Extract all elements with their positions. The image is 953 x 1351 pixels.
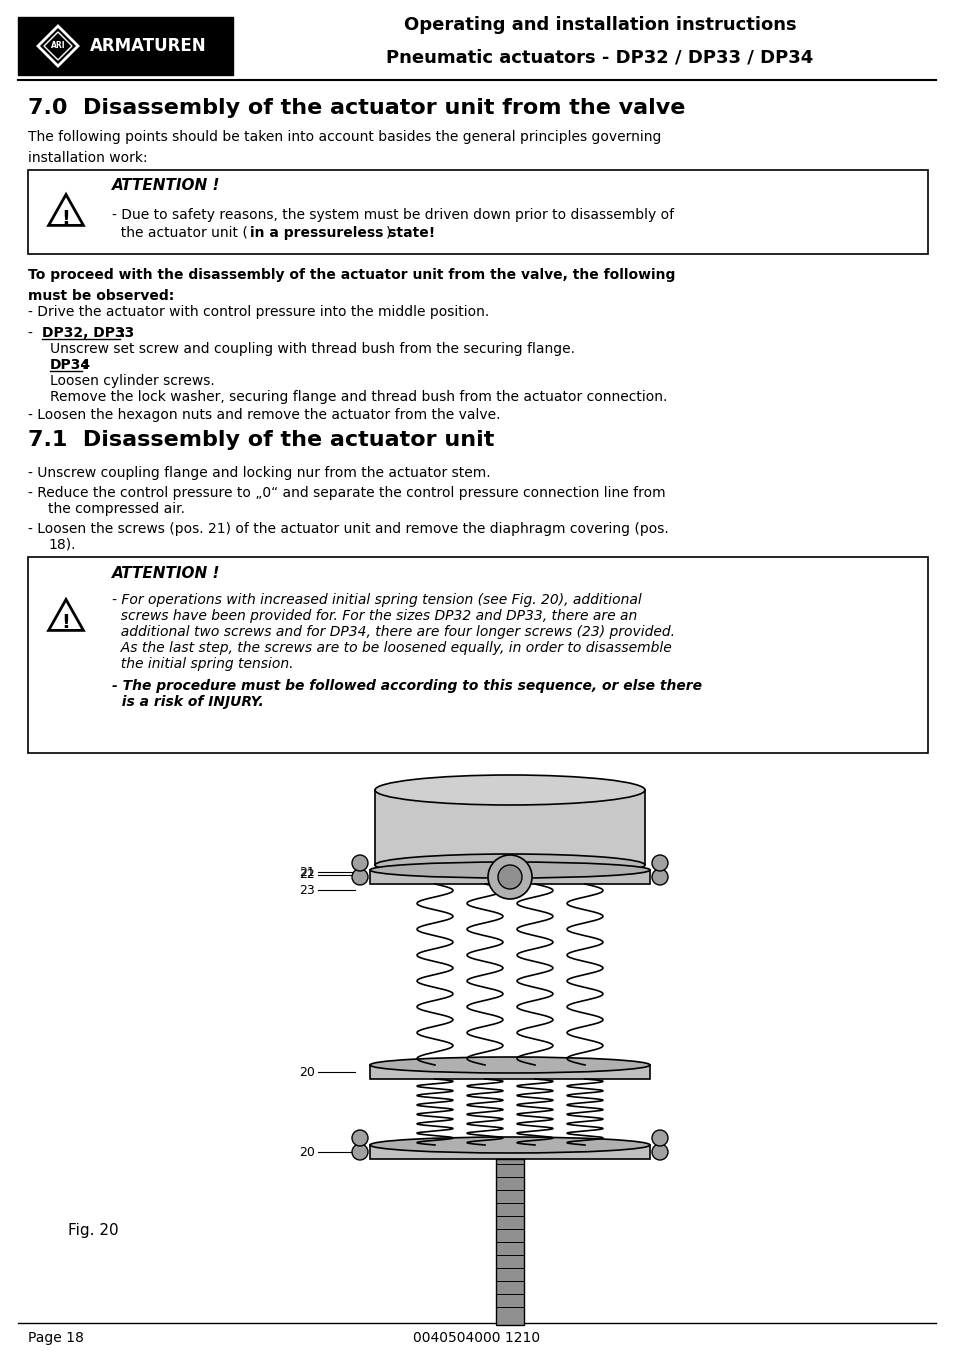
Text: - Loosen the screws (pos. 21) of the actuator unit and remove the diaphragm cove: - Loosen the screws (pos. 21) of the act…	[28, 521, 668, 536]
Ellipse shape	[370, 862, 649, 878]
Text: -: -	[28, 326, 37, 340]
Text: ARI: ARI	[51, 42, 65, 50]
Circle shape	[651, 855, 667, 871]
Text: the compressed air.: the compressed air.	[48, 503, 185, 516]
FancyBboxPatch shape	[496, 1159, 523, 1325]
Text: - Due to safety reasons, the system must be driven down prior to disassembly of: - Due to safety reasons, the system must…	[112, 208, 674, 222]
Text: Fig. 20: Fig. 20	[68, 1223, 118, 1238]
Text: the actuator unit (: the actuator unit (	[112, 226, 248, 240]
Polygon shape	[49, 600, 83, 631]
Circle shape	[651, 1129, 667, 1146]
Circle shape	[352, 1144, 368, 1161]
Text: !: !	[62, 613, 71, 632]
Text: Page 18: Page 18	[28, 1331, 84, 1346]
FancyBboxPatch shape	[28, 557, 927, 753]
Circle shape	[651, 1144, 667, 1161]
FancyBboxPatch shape	[370, 870, 649, 884]
Text: - Drive the actuator with control pressure into the middle position.: - Drive the actuator with control pressu…	[28, 305, 489, 319]
Text: DP32, DP33: DP32, DP33	[42, 326, 134, 340]
Ellipse shape	[375, 854, 644, 875]
Circle shape	[352, 869, 368, 885]
Circle shape	[488, 855, 532, 898]
Text: the initial spring tension.: the initial spring tension.	[112, 657, 294, 671]
Text: As the last step, the screws are to be loosened equally, in order to disassemble: As the last step, the screws are to be l…	[112, 640, 671, 655]
Text: - Unscrew coupling flange and locking nur from the actuator stem.: - Unscrew coupling flange and locking nu…	[28, 466, 490, 480]
Polygon shape	[49, 195, 83, 226]
Text: in a pressureless state!: in a pressureless state!	[250, 226, 435, 240]
Text: 7.0  Disassembly of the actuator unit from the valve: 7.0 Disassembly of the actuator unit fro…	[28, 99, 684, 118]
Text: The following points should be taken into account basides the general principles: The following points should be taken int…	[28, 130, 660, 165]
Text: Loosen cylinder screws.: Loosen cylinder screws.	[50, 374, 214, 388]
Ellipse shape	[375, 775, 644, 805]
Ellipse shape	[370, 1056, 649, 1073]
Text: 18).: 18).	[48, 538, 75, 553]
Text: 20: 20	[299, 1146, 314, 1159]
Text: ).: ).	[386, 226, 395, 240]
Text: 22: 22	[299, 869, 314, 881]
Text: 7.1  Disassembly of the actuator unit: 7.1 Disassembly of the actuator unit	[28, 430, 494, 450]
Circle shape	[651, 869, 667, 885]
FancyBboxPatch shape	[370, 1146, 649, 1159]
Text: is a risk of INJURY.: is a risk of INJURY.	[112, 694, 263, 709]
Text: additional two screws and for DP34, there are four longer screws (23) provided.: additional two screws and for DP34, ther…	[112, 626, 675, 639]
Text: - Reduce the control pressure to „0“ and separate the control pressure connectio: - Reduce the control pressure to „0“ and…	[28, 486, 665, 500]
Text: ARMATUREN: ARMATUREN	[90, 36, 207, 55]
Text: :: :	[120, 326, 126, 340]
Text: 21: 21	[299, 866, 314, 878]
Text: Operating and installation instructions: Operating and installation instructions	[403, 16, 796, 34]
Text: 20: 20	[299, 1066, 314, 1078]
Text: To proceed with the disassembly of the actuator unit from the valve, the followi: To proceed with the disassembly of the a…	[28, 267, 675, 303]
Text: DP34: DP34	[50, 358, 91, 372]
Text: screws have been provided for. For the sizes DP32 and DP33, there are an: screws have been provided for. For the s…	[112, 609, 637, 623]
Text: ATTENTION !: ATTENTION !	[112, 178, 220, 193]
Circle shape	[497, 865, 521, 889]
FancyBboxPatch shape	[375, 790, 644, 865]
Text: - Loosen the hexagon nuts and remove the actuator from the valve.: - Loosen the hexagon nuts and remove the…	[28, 408, 500, 422]
Text: ATTENTION !: ATTENTION !	[112, 566, 220, 581]
Text: - The procedure must be followed according to this sequence, or else there: - The procedure must be followed accordi…	[112, 680, 701, 693]
Ellipse shape	[370, 1138, 649, 1152]
Text: - For operations with increased initial spring tension (see Fig. 20), additional: - For operations with increased initial …	[112, 593, 641, 607]
FancyBboxPatch shape	[18, 18, 233, 76]
Circle shape	[352, 855, 368, 871]
Text: :: :	[82, 358, 88, 372]
Text: Unscrew set screw and coupling with thread bush from the securing flange.: Unscrew set screw and coupling with thre…	[50, 342, 575, 357]
Text: Remove the lock washer, securing flange and thread bush from the actuator connec: Remove the lock washer, securing flange …	[50, 390, 667, 404]
Text: Pneumatic actuators - DP32 / DP33 / DP34: Pneumatic actuators - DP32 / DP33 / DP34	[386, 49, 813, 66]
Circle shape	[352, 1129, 368, 1146]
Text: 23: 23	[299, 884, 314, 897]
FancyBboxPatch shape	[370, 1065, 649, 1079]
FancyBboxPatch shape	[28, 170, 927, 254]
Text: !: !	[62, 208, 71, 227]
Text: 0040504000 1210: 0040504000 1210	[413, 1331, 540, 1346]
